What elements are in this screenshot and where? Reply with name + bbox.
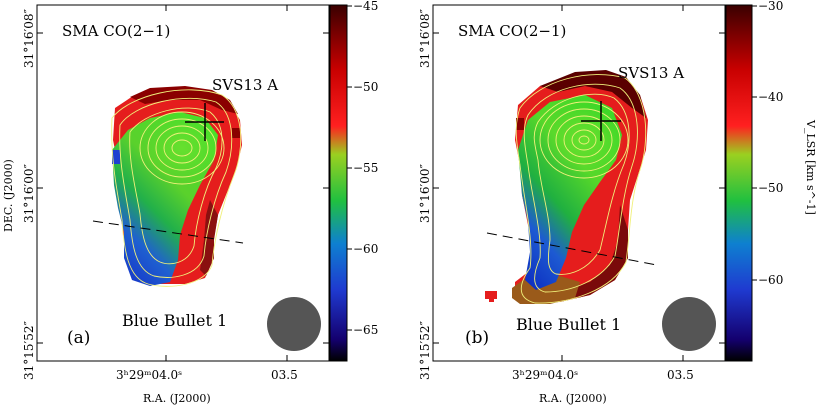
colorbar-b: −30 −40 −50 −60 V_LSR [km s^-1] <box>725 0 817 362</box>
panel-a: SMA CO(2−1) SVS13 A Blue Bullet 1 (a) 31… <box>2 4 330 405</box>
colorbar-a-tick-2: −55 <box>353 161 378 175</box>
panel-a-contours <box>111 89 242 287</box>
panel-b-ticks <box>433 5 725 361</box>
colorbar-b-tick-1: −40 <box>758 90 783 104</box>
panel-b-object-label: Blue Bullet 1 <box>516 315 621 334</box>
panel-b-dark-red-rim <box>540 70 646 118</box>
panel-b-ra-tick-0: 3ʰ29ᵐ04.0ˢ <box>512 368 578 382</box>
panel-a-dec-tick-2: 31°15′52″ <box>22 320 36 380</box>
panel-a-xlabel: R.A. (J2000) <box>143 392 211 405</box>
panel-b-dec-tick-2: 31°15′52″ <box>418 320 432 380</box>
panel-a-title: SMA CO(2−1) <box>62 22 170 40</box>
panel-b-title: SMA CO(2−1) <box>458 22 566 40</box>
panel-b-outflow-axis <box>486 232 658 266</box>
panel-a-dec-tick-0: 31°16′08″ <box>22 8 36 68</box>
panel-a-source-label: SVS13 A <box>212 76 278 94</box>
colorbar-b-tick-0: −30 <box>758 0 783 13</box>
panel-b-contours <box>515 74 647 304</box>
panel-b: SMA CO(2−1) SVS13 A Blue Bullet 1 (b) 31… <box>418 4 726 405</box>
panel-b-source-marker <box>581 101 621 141</box>
panel-b-source-label: SVS13 A <box>618 64 684 82</box>
panel-b-ra-tick-1: 03.5 <box>667 368 694 382</box>
panel-a-ra-tick-1: 03.5 <box>271 368 298 382</box>
panel-b-letter: (b) <box>465 328 489 348</box>
colorbar-a-tick-4: −65 <box>353 323 378 337</box>
colorbar-b-label: V_LSR [km s^-1] <box>804 119 817 215</box>
panel-a-outflow-axis <box>92 220 244 244</box>
colorbar-b-tick-2: −50 <box>758 181 783 195</box>
panel-a-dark-red-rim <box>130 86 238 114</box>
panel-b-xlabel: R.A. (J2000) <box>539 392 607 405</box>
panel-a-source-marker <box>185 103 224 141</box>
panel-a-beam <box>267 297 321 351</box>
panel-b-dark-red-rim2 <box>540 205 628 302</box>
panel-a-object-label: Blue Bullet 1 <box>122 311 227 330</box>
panel-a-ylabel: DEC. (J2000) <box>2 159 15 232</box>
colorbar-a: −45 −50 −55 −60 −65 <box>329 0 378 362</box>
panel-a-dec-tick-1: 31°16′00″ <box>22 163 36 223</box>
colorbar-a-tick-1: −50 <box>353 80 378 94</box>
panel-b-beam <box>662 297 716 351</box>
colorbar-b-bar <box>725 4 753 362</box>
colorbar-a-bar <box>329 4 348 362</box>
panel-b-map <box>485 70 716 351</box>
colorbar-a-tick-0: −45 <box>353 0 378 13</box>
panel-b-dec-tick-0: 31°16′08″ <box>418 8 432 68</box>
panel-a-map <box>92 86 321 351</box>
panel-a-ra-tick-0: 3ʰ29ᵐ04.0ˢ <box>116 368 182 382</box>
panel-a-ticks <box>37 5 329 361</box>
panel-b-dec-tick-1: 31°16′00″ <box>418 163 432 223</box>
colorbar-b-tick-3: −60 <box>758 273 783 287</box>
panel-a-letter: (a) <box>67 328 90 348</box>
colorbar-a-tick-3: −60 <box>353 242 378 256</box>
